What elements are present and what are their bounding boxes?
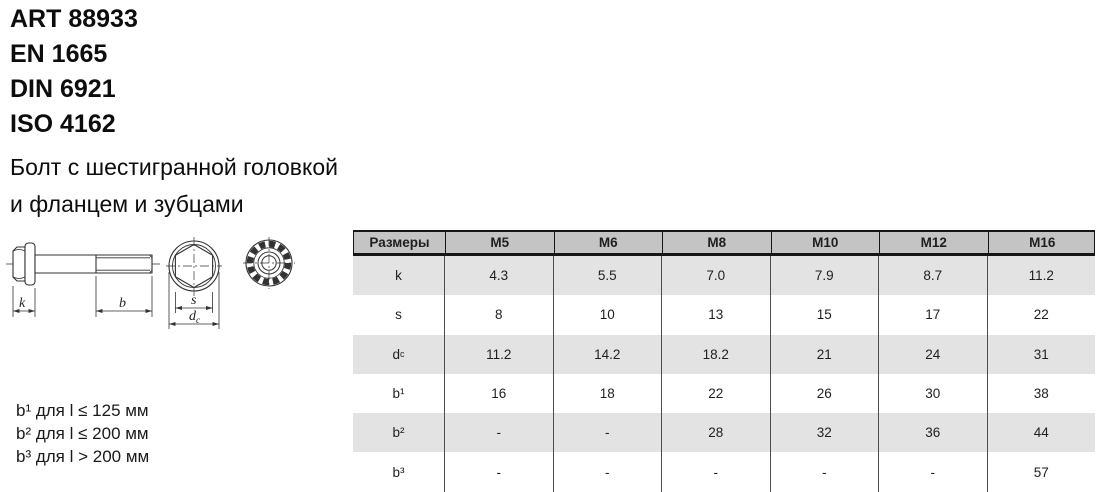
table-cell: 28 [661, 413, 770, 453]
table-cell: 17 [878, 295, 987, 335]
table-column-header: M8 [662, 232, 771, 253]
table-header-sizes: Размеры [369, 235, 430, 250]
table-cell: 8 [444, 295, 553, 335]
table-cell: - [444, 413, 553, 453]
table-row-label: b³ [392, 464, 405, 480]
footnote-b3: b³ для l > 200 мм [16, 447, 150, 466]
table-cell: - [878, 452, 987, 492]
product-title-line2: и фланцем и зубцами [10, 191, 244, 217]
table-cell: 7.9 [769, 256, 879, 296]
dimensions-table: Размеры M5 M6 M8 M10 M12 M16 k 4.3 5.5 7.0 7.9 8.7… [353, 230, 1095, 492]
table-body: k 4.3 5.5 7.0 7.9 8.7 11.2 s 8 10 13 15 17 22 d c 11.2 14… [353, 256, 1095, 492]
table-cell: 44 [986, 413, 1096, 453]
bolt-serrated-view [243, 237, 295, 289]
table-column-header: M6 [553, 232, 663, 253]
table-cell: 30 [878, 373, 987, 414]
table-row: s 8 10 13 15 17 22 [353, 295, 1096, 335]
table-cell: 24 [878, 334, 987, 374]
table-cell: 21 [769, 334, 879, 374]
table-cell: 31 [986, 334, 1096, 374]
table-column-header: M16 [987, 232, 1097, 253]
dim-label-k: k [19, 296, 26, 311]
table-cell: 38 [986, 373, 1096, 414]
table-cell: 11.2 [986, 256, 1096, 296]
table-cell: 22 [986, 295, 1096, 335]
bolt-top-view [166, 237, 222, 296]
table-cell: - [444, 452, 553, 492]
table-cell: 13 [661, 295, 770, 335]
table-cell: 36 [878, 413, 987, 453]
table-cell: 7.0 [661, 256, 770, 296]
dimension-dc [169, 272, 219, 329]
footnote-b2: b² для l ≤ 200 мм [16, 424, 149, 443]
dimension-k [13, 286, 35, 317]
table-header-row: Размеры M5 M6 M8 M10 M12 M16 [353, 230, 1095, 256]
table-cell: - [552, 452, 662, 492]
footnotes-block: b¹ для l ≤ 125 мм b² для l ≤ 200 мм b³ д… [16, 399, 149, 468]
standard-art: ART 88933 [10, 5, 138, 33]
table-cell: 57 [986, 452, 1096, 492]
table-cell: 8.7 [878, 256, 987, 296]
dimension-b [96, 276, 152, 317]
table-cell: - [552, 413, 662, 453]
dimension-s [175, 292, 212, 313]
table-cell: 18 [552, 373, 662, 414]
table-cell: - [769, 452, 879, 492]
table-row: d c 11.2 14.2 18.2 21 24 31 [353, 334, 1096, 374]
table-cell: 18.2 [661, 334, 770, 374]
table-row: b¹ 16 18 22 26 30 38 [353, 373, 1096, 414]
table-cell: 16 [444, 373, 553, 414]
table-column-header: M12 [879, 232, 988, 253]
bolt-head-views-drawing: s dc [163, 230, 311, 344]
table-cell: 32 [769, 413, 879, 453]
table-row-label: s [395, 307, 402, 323]
table-cell: 4.3 [444, 256, 553, 296]
product-title: Болт с шестигранной головкой и фланцем и… [10, 149, 338, 223]
table-column-header: M10 [770, 232, 880, 253]
table-row: b² - -28 32 36 44 [353, 413, 1096, 453]
dim-label-dc: dc [189, 309, 200, 325]
table-cell: 5.5 [552, 256, 662, 296]
standards-block: ART 88933 EN 1665 DIN 6921 ISO 4162 [10, 2, 138, 142]
table-cell: 14.2 [552, 334, 662, 374]
dim-label-b: b [119, 296, 126, 311]
table-cell: 11.2 [444, 334, 553, 374]
table-row-label: k [395, 268, 402, 284]
serration-teeth [250, 244, 288, 282]
standard-en: EN 1665 [10, 40, 108, 68]
table-row-label: b² [392, 425, 405, 441]
table-row-label: b¹ [392, 386, 405, 402]
table-row: k 4.3 5.5 7.0 7.9 8.7 11.2 [353, 256, 1096, 296]
product-title-line1: Болт с шестигранной головкой [10, 154, 338, 180]
dim-label-s: s [191, 293, 197, 308]
bolt-head-profile [13, 243, 35, 285]
table-row: b³ - - - - -57 [353, 452, 1096, 492]
table-cell: 10 [552, 295, 662, 335]
table-column-header: M5 [445, 232, 554, 253]
table-cell: 26 [769, 373, 879, 414]
standard-iso: ISO 4162 [10, 110, 116, 138]
standard-din: DIN 6921 [10, 75, 116, 103]
bolt-shank [35, 255, 152, 273]
table-cell: - [661, 452, 770, 492]
footnote-b1: b¹ для l ≤ 125 мм [16, 401, 149, 420]
table-cell: 22 [661, 373, 770, 414]
table-cell: 15 [769, 295, 879, 335]
bolt-side-view-drawing: k b [4, 230, 164, 344]
